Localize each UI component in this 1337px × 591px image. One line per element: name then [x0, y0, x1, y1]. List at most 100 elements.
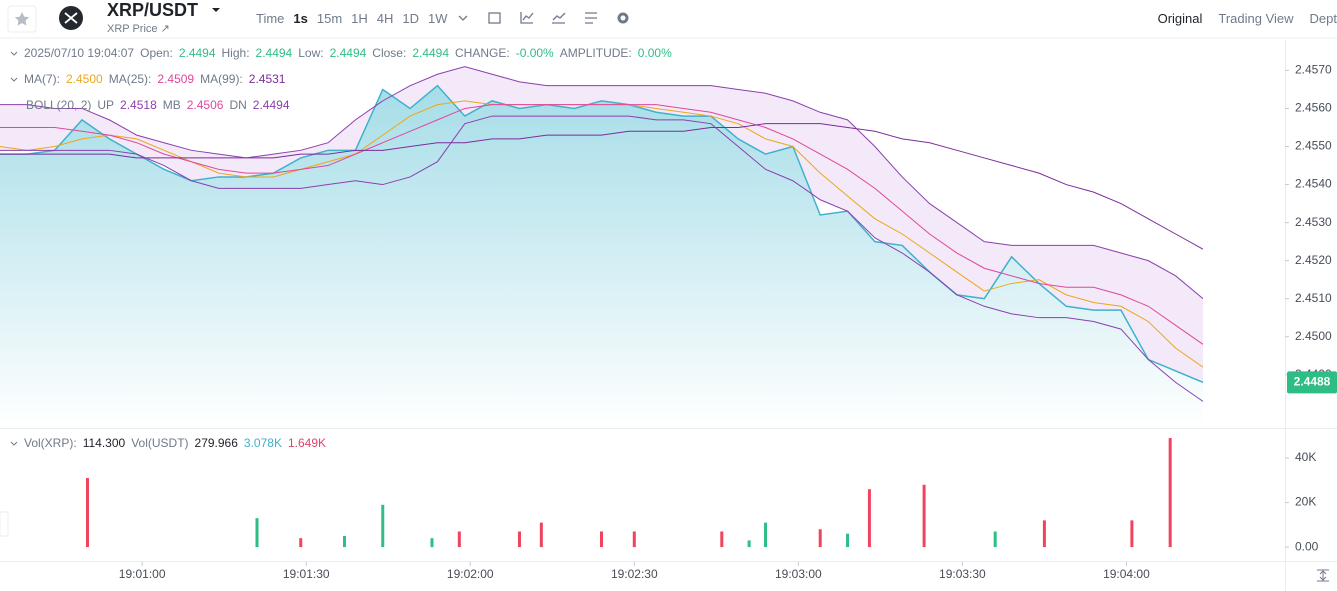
indicator-line [0, 66, 1204, 300]
field-value: 2.4494 [178, 46, 216, 60]
timestamp: 2025/07/10 19:04:07 [24, 46, 135, 60]
boll-legend: BOLL(20, 2) UP 2.4518 MB 2.4506 DN 2.4494 [26, 98, 296, 112]
vol-label: Vol(USDT) [131, 436, 189, 450]
interval-button[interactable]: 1D [402, 11, 420, 26]
volume-bar [1130, 520, 1134, 548]
xrp-logo-mark [64, 12, 78, 24]
legend-name: UP [97, 98, 115, 112]
view-button[interactable]: Trading View [1218, 11, 1294, 26]
toolbar-icons [458, 12, 629, 24]
view-button[interactable]: Dept [1309, 11, 1337, 26]
more-intervals[interactable] [458, 15, 468, 21]
legend-name: DN [229, 98, 247, 112]
star-icon [14, 12, 30, 26]
y-tick-label: 2.4560 [1295, 101, 1332, 115]
volume-bar [457, 531, 461, 548]
field-label: High: [221, 46, 250, 60]
legend-value: 2.4509 [157, 72, 195, 86]
volume-bar [818, 529, 822, 548]
indicator-line [0, 123, 1204, 250]
y-tick-label: 2.4510 [1295, 291, 1332, 305]
field-label: Low: [298, 46, 324, 60]
collapse-caret[interactable] [10, 46, 18, 60]
volume-bar [539, 522, 543, 548]
y-tick-label: 2.4550 [1295, 139, 1332, 153]
symbol-dropdown[interactable] [212, 8, 220, 12]
interval-button[interactable]: 4H [376, 11, 394, 26]
volume-bar [867, 489, 871, 548]
interval-button[interactable]: Time [256, 11, 285, 26]
legend-value: 2.4531 [248, 72, 286, 86]
field-label: CHANGE: [455, 46, 510, 60]
field-value: 2.4494 [255, 46, 293, 60]
collapse-caret[interactable] [10, 436, 18, 450]
interval-button[interactable]: 1H [351, 11, 368, 26]
scale-toggle[interactable] [1317, 569, 1329, 582]
legend-value: 2.4506 [186, 98, 224, 112]
field-value: 0.00% [637, 46, 672, 60]
boll-label: BOLL(20, 2) [26, 98, 92, 112]
field-label: AMPLITUDE: [559, 46, 632, 60]
legend-value: 2.4494 [252, 98, 290, 112]
field-label: Close: [372, 46, 407, 60]
x-tick-label: 19:03:00 [775, 567, 822, 581]
settings-list-icon[interactable] [585, 12, 597, 24]
volume-bar [85, 478, 89, 548]
caret [10, 441, 18, 446]
caret [10, 51, 18, 56]
volume-bar [993, 531, 997, 548]
y-tick-label: 2.4570 [1295, 63, 1332, 77]
volume-bar [299, 538, 303, 548]
y-tick-label: 0.00 [1295, 539, 1319, 553]
x-tick-label: 19:04:00 [1103, 567, 1150, 581]
vol-ma-value: 1.649K [287, 436, 327, 450]
view-switch: Original Trading View Dept [1158, 11, 1337, 26]
volume-bar [720, 531, 724, 548]
collapse-caret[interactable] [10, 72, 18, 86]
chart-type-icon[interactable] [552, 12, 566, 24]
volume-bar [846, 533, 850, 548]
side-toggle[interactable] [0, 511, 9, 537]
calendar-icon[interactable] [488, 12, 501, 24]
vol-value: 114.300 [82, 436, 126, 450]
interval-button[interactable]: 1W [428, 11, 448, 26]
indicator-line [0, 104, 1204, 345]
last-price-tag [1287, 371, 1337, 394]
volume-legend: Vol(XRP): 114.300 Vol(USDT) 279.966 3.078K 1.… [10, 436, 332, 450]
y-tick-label: 40K [1295, 450, 1316, 464]
legend-value: 2.4500 [66, 72, 103, 86]
volume-bar [922, 484, 926, 548]
vol-value: 279.966 [194, 436, 238, 450]
indicator-line [0, 115, 1204, 402]
x-tick-label: 19:03:30 [939, 567, 986, 581]
volume-bar [1168, 438, 1172, 548]
vol-label: Vol(XRP): [24, 436, 77, 450]
y-tick-label: 2.4520 [1295, 253, 1332, 267]
legend-name: MA(99): [200, 72, 243, 86]
volume-bar [764, 522, 768, 548]
volume-bar [255, 518, 259, 548]
vol-ma-value: 3.078K [243, 436, 282, 450]
y-tick-label: 20K [1295, 495, 1316, 509]
volume-bar [381, 504, 385, 548]
volume-bar [747, 540, 751, 548]
field-value: 2.4494 [329, 46, 367, 60]
legend-name: MA(7): [24, 72, 60, 86]
x-tick-label: 19:01:30 [283, 567, 330, 581]
interval-button[interactable]: 1s [293, 11, 308, 26]
view-button[interactable]: Original [1157, 11, 1203, 26]
field-value: -0.00% [515, 46, 554, 60]
gear-icon[interactable] [617, 12, 629, 24]
caret [10, 77, 18, 82]
volume-bar [632, 531, 636, 548]
indicator-icon[interactable] [520, 12, 534, 24]
symbol-subtitle: XRP Price ↗ [107, 23, 170, 35]
y-tick-label: 2.4500 [1295, 329, 1332, 343]
interval-button[interactable]: 15m [316, 11, 343, 26]
price-plot [0, 66, 1204, 428]
price-line [0, 84, 1204, 384]
ma-legend: MA(7): 2.4500 MA(25): 2.4509 MA(99): 2.4531 [10, 72, 291, 86]
x-tick-label: 19:02:00 [447, 567, 494, 581]
x-tick-label: 19:02:30 [611, 567, 658, 581]
